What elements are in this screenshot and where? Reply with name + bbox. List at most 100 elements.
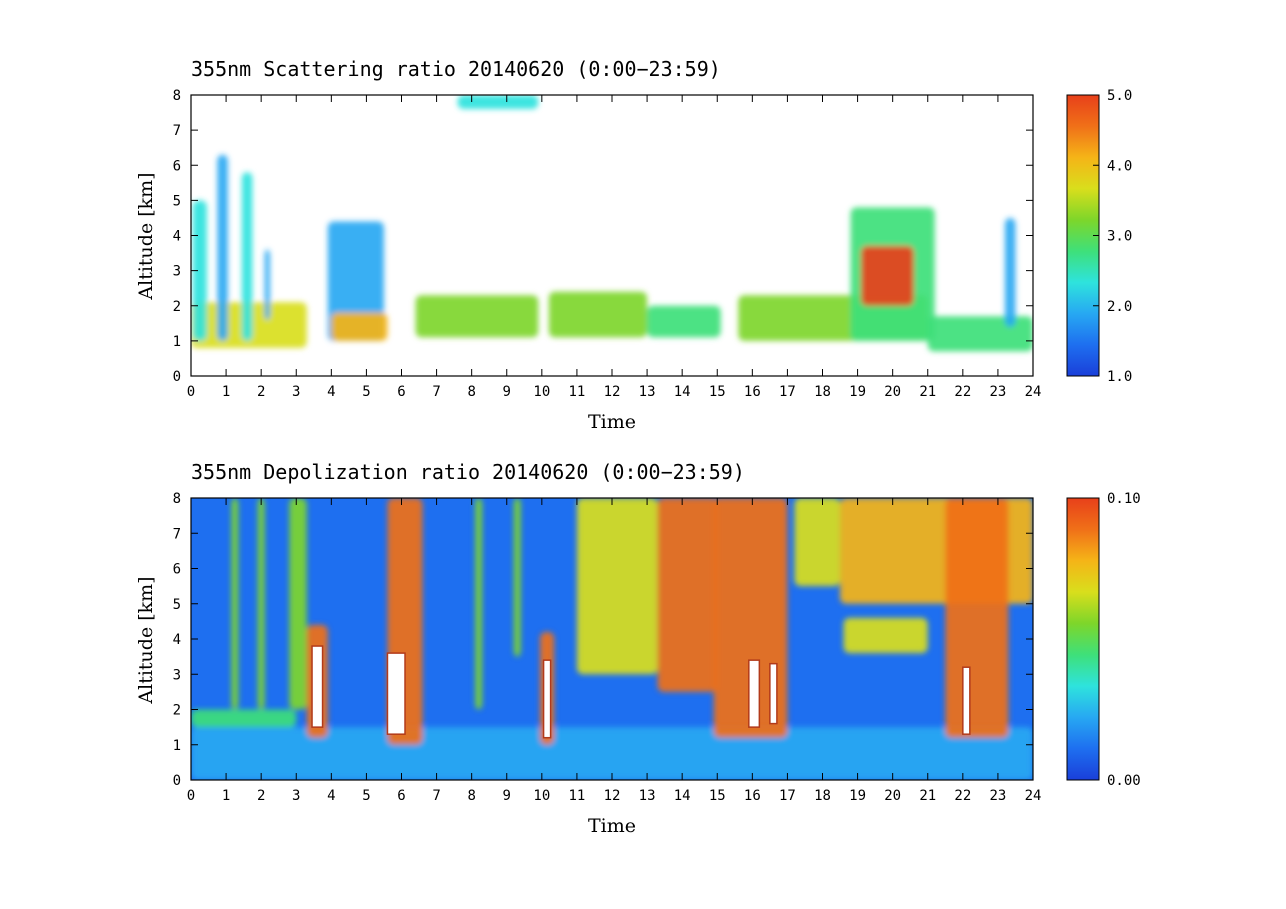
- x-tick-label: 8: [467, 788, 475, 804]
- heatmap-feature: [289, 498, 307, 710]
- heatmap-feature: [257, 498, 265, 710]
- x-tick-label: 22: [954, 384, 971, 400]
- x-tick-label: 8: [467, 384, 475, 400]
- heatmap-feature: [231, 498, 239, 710]
- heatmap-feature: [713, 498, 788, 738]
- x-tick-label: 7: [432, 384, 440, 400]
- colorbar-tick-label: 0.10: [1107, 491, 1141, 507]
- y-tick-label: 7: [173, 526, 181, 542]
- scattering-ratio-panel: 355nm Scattering ratio 20140620 (0:00−23…: [135, 57, 1132, 433]
- saturated-cloud-core: [542, 659, 552, 739]
- x-tick-label: 15: [709, 384, 726, 400]
- y-tick-label: 0: [173, 773, 181, 789]
- scattering-ratio-heatmap: [191, 95, 1033, 352]
- x-tick-label: 12: [604, 788, 621, 804]
- scattering-ratio-title: 355nm Scattering ratio 20140620 (0:00−23…: [191, 57, 721, 81]
- x-tick-label: 17: [779, 788, 796, 804]
- x-tick-label: 23: [989, 788, 1006, 804]
- depolarization-ratio-y-axis-label: Altitude [km]: [135, 576, 157, 704]
- x-tick-label: 12: [604, 384, 621, 400]
- x-tick-label: 4: [327, 384, 335, 400]
- heatmap-feature: [415, 295, 539, 338]
- x-tick-label: 11: [568, 384, 585, 400]
- x-tick-label: 21: [919, 788, 936, 804]
- x-tick-label: 15: [709, 788, 726, 804]
- x-tick-label: 14: [674, 384, 691, 400]
- y-tick-label: 8: [173, 88, 181, 104]
- y-tick-label: 1: [173, 334, 181, 350]
- x-tick-label: 18: [814, 384, 831, 400]
- y-tick-label: 2: [173, 703, 181, 719]
- colorbar-tick-label: 3.0: [1107, 229, 1132, 245]
- x-tick-label: 17: [779, 384, 796, 400]
- heatmap-feature: [548, 291, 648, 338]
- x-tick-label: 10: [533, 788, 550, 804]
- heatmap-feature: [794, 498, 841, 587]
- depolarization-ratio-x-ticks: 0 1 2 3 4 5 6 7 8 9 10 11 12 13 14 15 16 17 18 19 20 21 22 23 24: [187, 498, 1041, 804]
- x-tick-label: 20: [884, 384, 901, 400]
- x-tick-label: 9: [503, 384, 511, 400]
- x-tick-label: 9: [503, 788, 511, 804]
- heatmap-feature: [327, 221, 384, 341]
- scattering-ratio-y-axis-label: Altitude [km]: [135, 172, 157, 300]
- heatmap-feature: [513, 498, 521, 657]
- colorbar-tick-label: 1.0: [1107, 369, 1132, 385]
- x-tick-label: 2: [257, 384, 265, 400]
- heatmap-feature: [191, 709, 297, 728]
- depolarization-ratio-x-axis-label: Time: [588, 815, 636, 837]
- y-tick-label: 8: [173, 491, 181, 507]
- depolarization-ratio-colorbar-labels: 0.10 0.00: [1093, 491, 1141, 789]
- y-tick-label: 2: [173, 299, 181, 315]
- heatmap-feature: [927, 316, 1033, 352]
- saturated-cloud-core: [311, 645, 324, 728]
- saturated-cloud-core: [962, 666, 971, 735]
- colorbar-tick-label: 0.00: [1107, 773, 1141, 789]
- x-tick-label: 19: [849, 788, 866, 804]
- x-tick-label: 23: [989, 384, 1006, 400]
- depolarization-ratio-panel: 355nm Depolization ratio 20140620 (0:00−…: [135, 460, 1141, 837]
- depolarization-ratio-heatmap: [191, 498, 1033, 780]
- x-tick-label: 7: [432, 788, 440, 804]
- heatmap-feature: [264, 249, 270, 320]
- y-tick-label: 5: [173, 597, 181, 613]
- x-tick-label: 14: [674, 788, 691, 804]
- heatmap-feature: [457, 95, 539, 110]
- x-tick-label: 1: [222, 788, 230, 804]
- saturated-cloud-core: [386, 652, 406, 735]
- heatmap-feature: [945, 498, 1009, 738]
- heatmap-feature: [657, 498, 718, 692]
- x-tick-label: 1: [222, 384, 230, 400]
- scattering-ratio-x-ticks: 0 1 2 3 4 5 6 7 8 9 10 11 12 13 14 15 16 17 18 19 20 21 22 23 24: [187, 95, 1042, 400]
- scattering-ratio-colorbar-labels: 5.0 4.0 3.0 2.0 1.0: [1093, 88, 1132, 385]
- x-tick-label: 18: [814, 788, 831, 804]
- x-tick-label: 0: [187, 384, 195, 400]
- colorbar-tick-label: 5.0: [1107, 88, 1132, 104]
- x-tick-label: 22: [954, 788, 971, 804]
- heatmap-feature: [861, 246, 914, 306]
- y-tick-label: 5: [173, 193, 181, 209]
- heatmap-feature: [331, 312, 388, 341]
- heatmap-feature: [647, 305, 721, 338]
- x-tick-label: 13: [639, 384, 656, 400]
- x-tick-label: 19: [849, 384, 866, 400]
- x-tick-label: 11: [568, 788, 585, 804]
- y-tick-label: 1: [173, 738, 181, 754]
- depolarization-ratio-y-ticks: 0 1 2 3 4 5 6 7 8: [173, 491, 1033, 789]
- heatmap-feature: [217, 154, 228, 341]
- x-tick-label: 0: [187, 788, 195, 804]
- x-tick-label: 3: [292, 788, 300, 804]
- y-tick-label: 0: [173, 369, 181, 385]
- y-tick-label: 4: [173, 229, 181, 245]
- heatmap-feature: [475, 498, 483, 710]
- saturated-cloud-core: [748, 659, 761, 728]
- scattering-ratio-x-axis-label: Time: [588, 411, 636, 433]
- depolarization-ratio-title: 355nm Depolization ratio 20140620 (0:00−…: [191, 460, 745, 484]
- x-tick-label: 5: [362, 384, 370, 400]
- y-tick-label: 3: [173, 264, 181, 280]
- x-tick-label: 6: [397, 788, 405, 804]
- saturated-cloud-core: [769, 662, 778, 725]
- y-tick-label: 6: [173, 158, 181, 174]
- x-tick-label: 21: [919, 384, 936, 400]
- colorbar-tick-label: 2.0: [1107, 299, 1132, 315]
- x-tick-label: 24: [1025, 384, 1042, 400]
